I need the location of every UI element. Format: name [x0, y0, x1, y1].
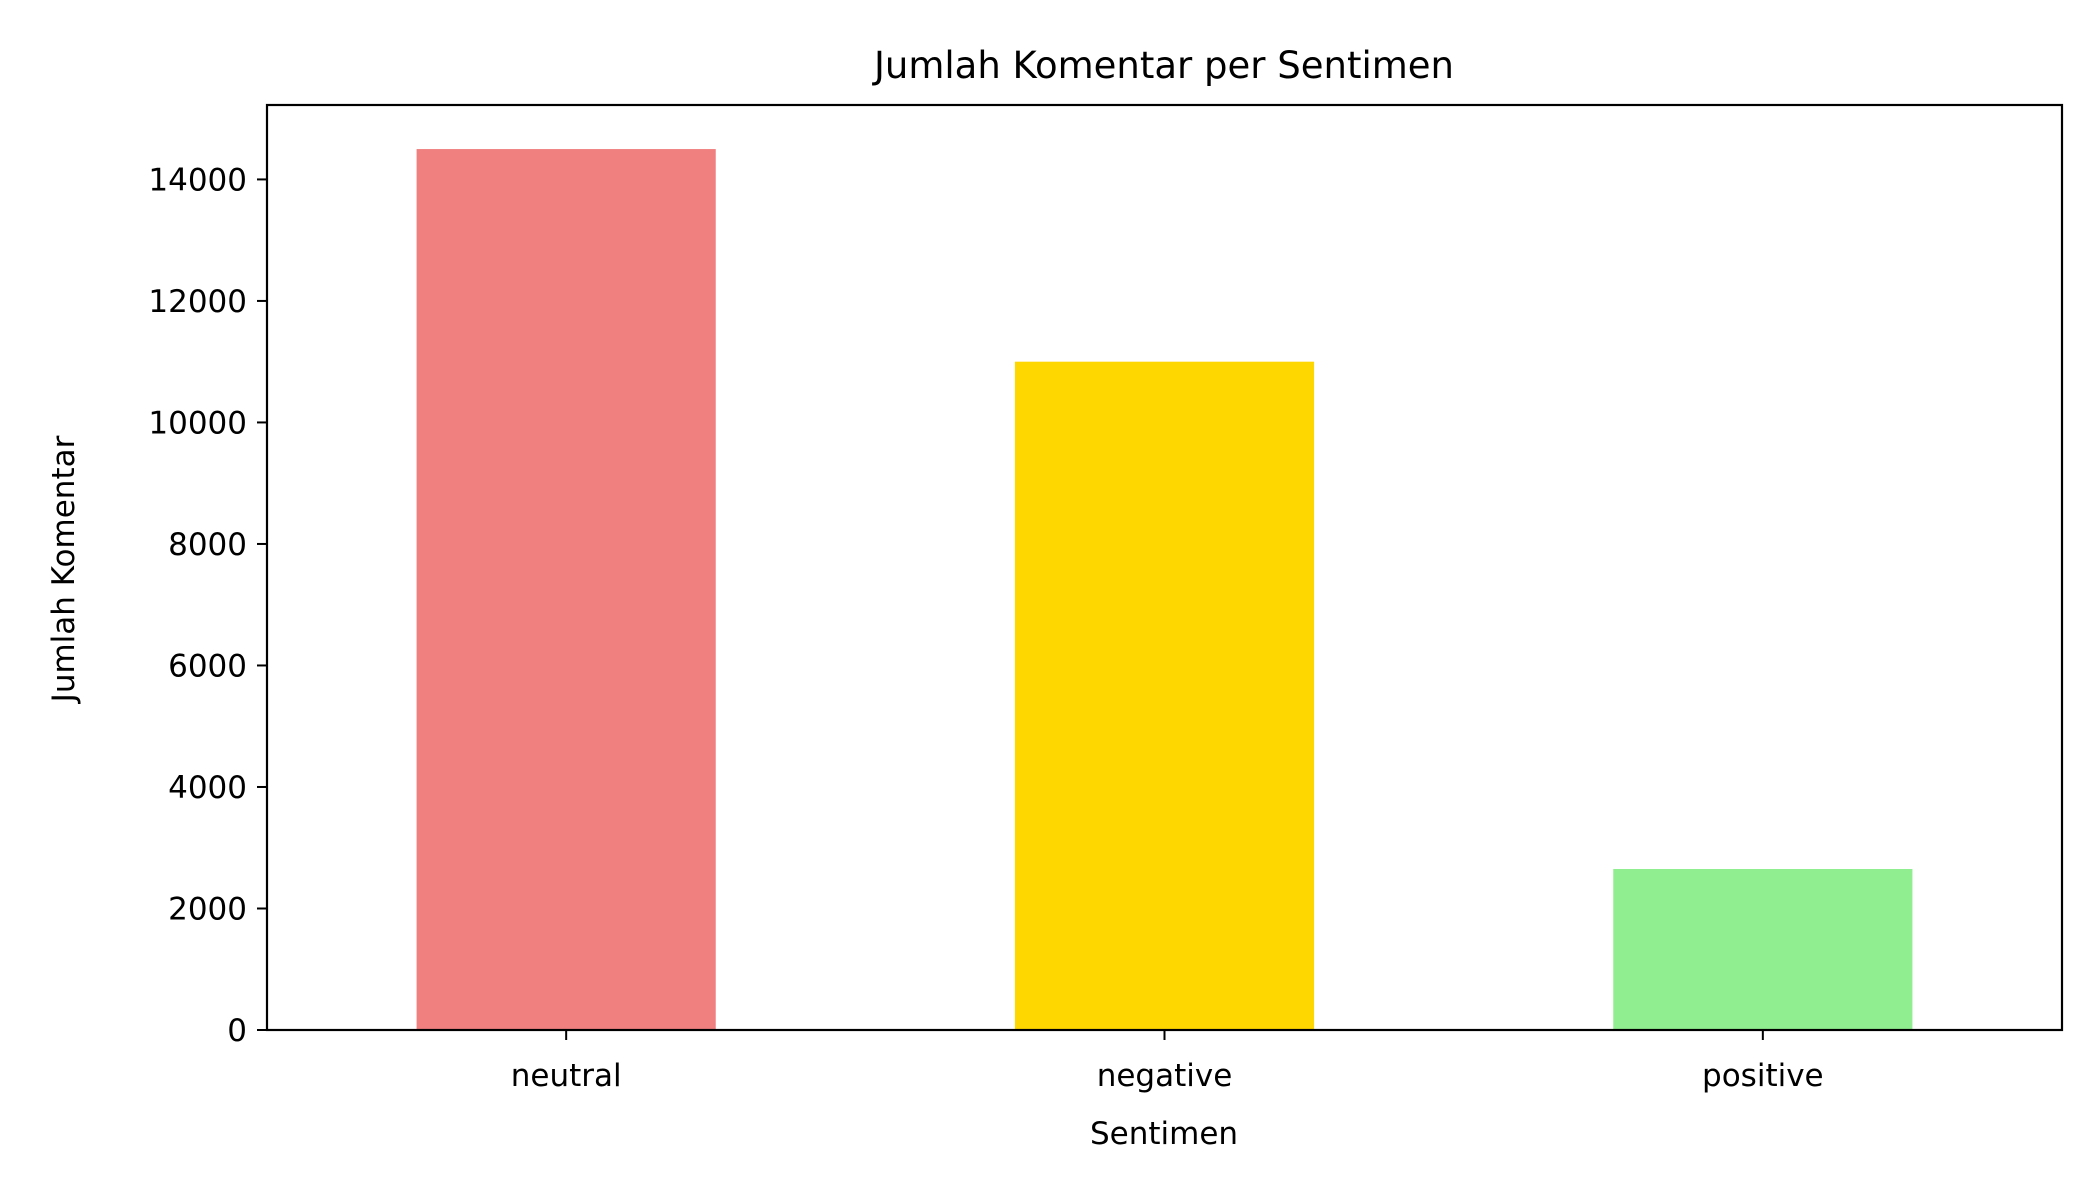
chart-title: Jumlah Komentar per Sentimen	[872, 44, 1454, 87]
y-tick-label: 4000	[168, 770, 247, 806]
y-tick-label: 14000	[148, 162, 247, 198]
x-tick-label: positive	[1702, 1058, 1824, 1094]
y-tick-label: 6000	[168, 648, 247, 684]
y-tick-label: 12000	[148, 284, 247, 320]
x-axis-label: Sentimen	[1090, 1116, 1238, 1152]
x-tick-label: neutral	[511, 1058, 622, 1094]
y-tick-label: 10000	[148, 405, 247, 441]
plot-frame	[265, 103, 2064, 1032]
y-axis: 0 2000 4000 6000 8000 10000 12000 14000	[148, 162, 267, 1049]
y-tick-label: 8000	[168, 527, 247, 563]
x-tick-label: negative	[1097, 1058, 1233, 1094]
bar-positive	[1613, 868, 1913, 1030]
bar-neutral	[416, 149, 716, 1031]
y-axis-label: Jumlah Komentar	[46, 435, 82, 704]
bars-layer	[416, 149, 1913, 1031]
bar-negative	[1014, 361, 1315, 1030]
y-tick-label: 2000	[168, 891, 247, 927]
x-axis: neutral negative positive	[511, 1030, 1824, 1094]
y-tick-label: 0	[227, 1013, 247, 1049]
